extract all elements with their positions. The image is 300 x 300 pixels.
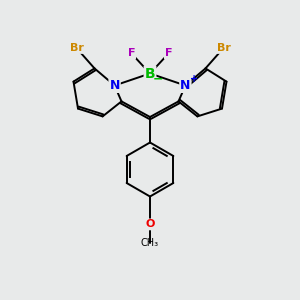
Text: −: − bbox=[153, 72, 164, 86]
Text: F: F bbox=[165, 48, 172, 59]
Text: Br: Br bbox=[217, 43, 230, 53]
Text: N: N bbox=[180, 79, 190, 92]
Text: Br: Br bbox=[70, 43, 83, 53]
Text: O: O bbox=[145, 219, 155, 230]
Text: B: B bbox=[145, 67, 155, 80]
Text: N: N bbox=[110, 79, 120, 92]
Text: F: F bbox=[128, 48, 135, 59]
Text: +: + bbox=[190, 74, 198, 85]
Text: CH₃: CH₃ bbox=[141, 238, 159, 248]
